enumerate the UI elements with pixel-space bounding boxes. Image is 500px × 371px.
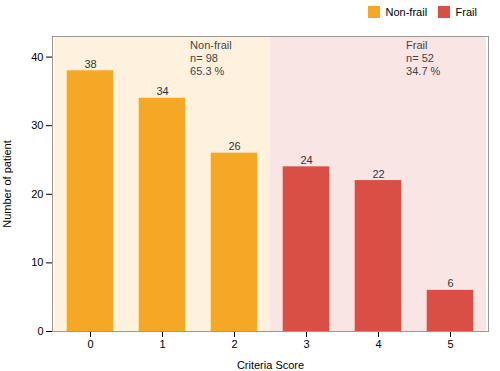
html-text:Frail: Frail (455, 6, 477, 19)
svg-text:10: 10 (31, 256, 43, 268)
svg-text:24: 24 (300, 154, 312, 166)
svg-text:Frailn= 5234.7 %: Frailn= 5234.7 % (406, 39, 440, 77)
svg-text:22: 22 (372, 168, 384, 180)
svg-text:0: 0 (87, 338, 93, 350)
svg-text:20: 20 (31, 188, 43, 200)
svg-text:1: 1 (159, 338, 165, 350)
svg-text:Criteria Score: Criteria Score (237, 359, 304, 371)
html-text:Non-frail: Non-frail (385, 6, 428, 19)
svg-text:38: 38 (84, 58, 96, 70)
svg-text:2: 2 (231, 338, 237, 350)
svg-text:6: 6 (447, 277, 453, 289)
svg-text:40: 40 (31, 51, 43, 63)
svg-text:Non-frailn= 9865.3 %: Non-frailn= 9865.3 % (190, 39, 232, 77)
svg-text:Number of patient: Number of patient (1, 140, 13, 227)
svg-text:0: 0 (37, 325, 43, 337)
svg-text:30: 30 (31, 119, 43, 131)
svg-text:5: 5 (447, 338, 453, 350)
svg-text:26: 26 (228, 140, 240, 152)
svg-text:3: 3 (303, 338, 309, 350)
svg-text:34: 34 (156, 85, 168, 97)
svg-text:4: 4 (375, 338, 381, 350)
